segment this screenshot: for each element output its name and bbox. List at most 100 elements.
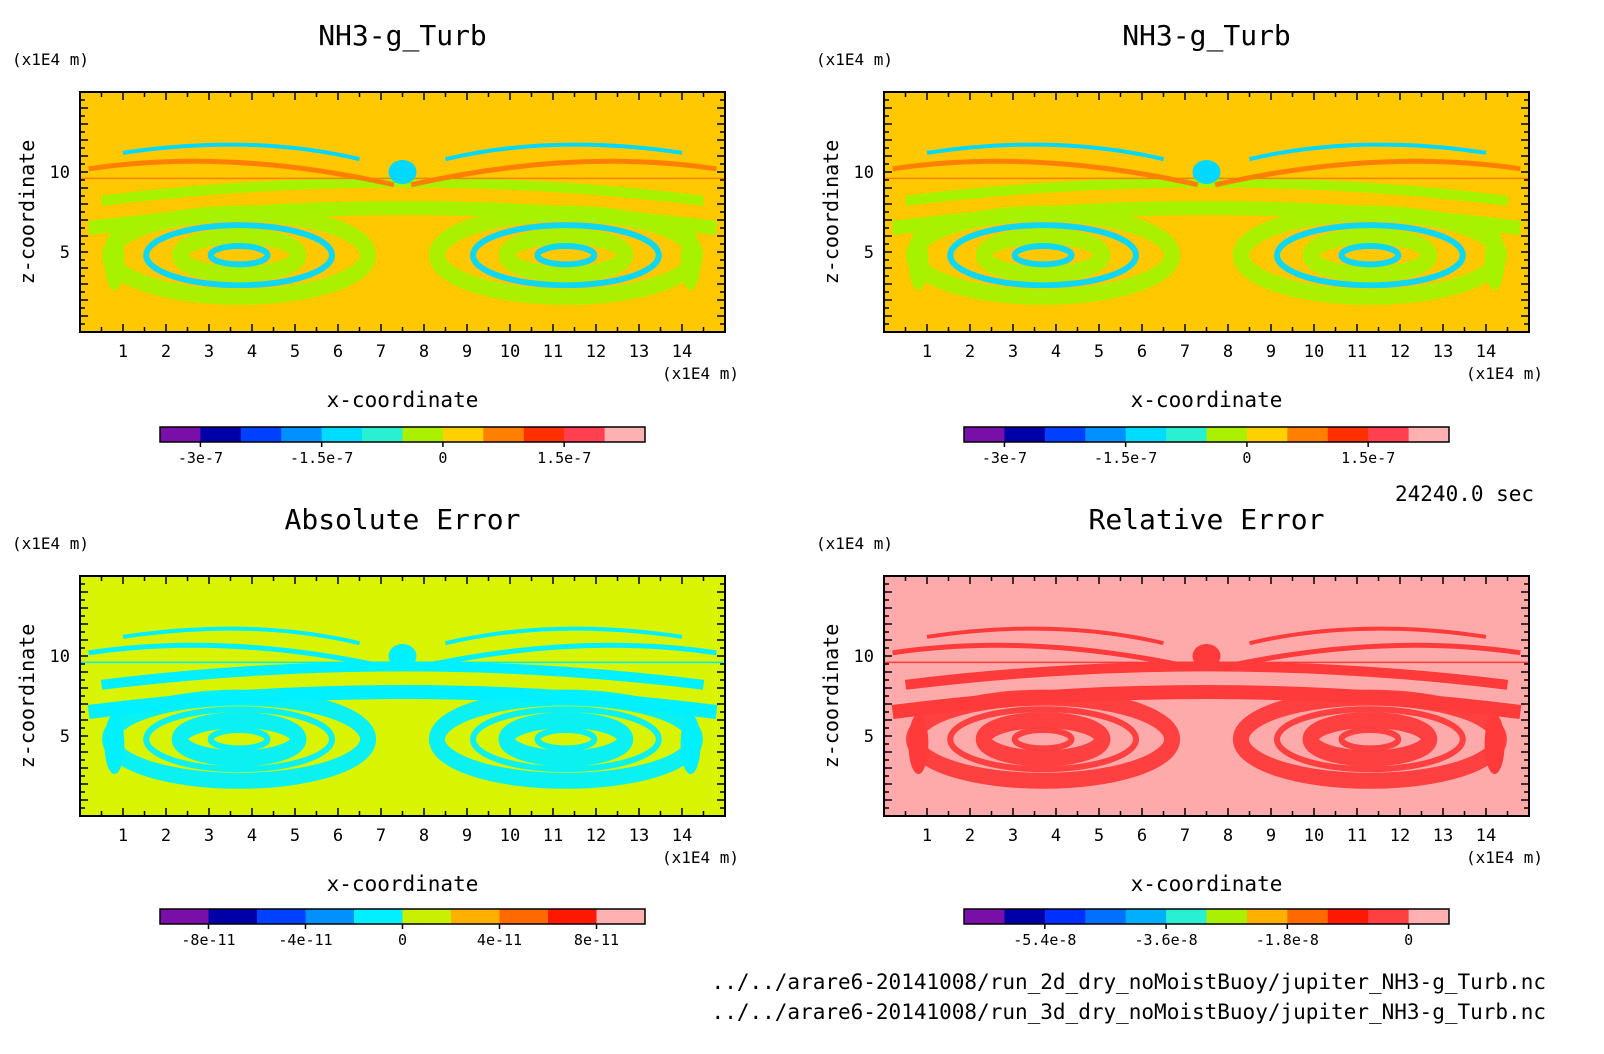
vortex-band xyxy=(1338,727,1402,752)
x-tick-label: 5 xyxy=(1094,342,1104,362)
colorbar-segment xyxy=(1287,909,1329,924)
x-unit-label: (x1E4 m) xyxy=(662,364,739,383)
colorbar-frame xyxy=(963,908,1450,925)
colorbar-segment xyxy=(160,909,209,924)
x-tick-label: 4 xyxy=(247,826,257,846)
field-top-layer xyxy=(80,576,725,616)
vortex-band xyxy=(1274,222,1466,289)
colorbar-segment xyxy=(1166,427,1207,442)
side-structure xyxy=(1484,714,1505,774)
upper-streak xyxy=(1249,626,1487,646)
side-structure xyxy=(908,714,929,774)
colorbar-tick-label: -3e-7 xyxy=(178,449,223,467)
arch-band xyxy=(891,201,1522,235)
x-tick-label: 5 xyxy=(290,826,300,846)
field-top-layer xyxy=(884,576,1529,616)
upper-streak xyxy=(445,626,683,646)
colorbar-segment xyxy=(1327,909,1369,924)
heatmap-field xyxy=(80,92,725,332)
y-tick-label: 5 xyxy=(864,727,874,747)
y-tick-label: 5 xyxy=(60,727,70,747)
vortex-band xyxy=(470,706,662,773)
vortex-band xyxy=(498,712,634,767)
y-tick-label: 10 xyxy=(854,647,874,667)
x-tick-label: 7 xyxy=(376,826,386,846)
x-tick-label: 14 xyxy=(672,826,692,846)
side-structure xyxy=(104,714,125,774)
footer-file-3d: ../../arare6-20141008/run_3d_dry_noMoist… xyxy=(711,1000,1546,1024)
vortex-band xyxy=(171,712,307,767)
x-tick-label: 14 xyxy=(1476,342,1496,362)
colorbar-tick-label: 0 xyxy=(1404,931,1413,949)
vortex-band xyxy=(975,712,1111,767)
x-tick-label: 12 xyxy=(1390,342,1410,362)
colorbar-segment xyxy=(451,909,500,924)
upper-streak xyxy=(926,626,1164,646)
side-structure xyxy=(908,230,929,290)
x-tick-label: 5 xyxy=(1094,826,1104,846)
colorbar-segment xyxy=(523,427,565,442)
vortex-band xyxy=(947,222,1139,289)
x-tick-label: 14 xyxy=(672,342,692,362)
side-structure xyxy=(680,714,701,774)
side-structure xyxy=(680,230,701,290)
colorbar-segment xyxy=(1125,427,1167,442)
x-tick-label: 11 xyxy=(543,342,563,362)
x-tick-label: 4 xyxy=(247,342,257,362)
x-tick-label: 8 xyxy=(419,342,429,362)
chart-title: Relative Error xyxy=(1088,503,1324,536)
x-tick-label: 1 xyxy=(118,342,128,362)
x-tick-label: 1 xyxy=(118,826,128,846)
x-tick-label: 7 xyxy=(1180,826,1190,846)
x-tick-label: 8 xyxy=(1223,342,1233,362)
colorbar-segment xyxy=(548,909,597,924)
x-tick-label: 14 xyxy=(1476,826,1496,846)
y-tick-label: 10 xyxy=(50,647,70,667)
x-axis-label: x-coordinate xyxy=(1131,872,1283,896)
chart-title: NH3-g_Turb xyxy=(1122,19,1291,53)
heatmap-field xyxy=(884,576,1529,816)
x-tick-label: 5 xyxy=(290,342,300,362)
central-column xyxy=(1189,236,1224,332)
heatmap-field xyxy=(80,576,725,816)
upper-streak xyxy=(88,642,395,672)
colorbar-tick-label: -3e-7 xyxy=(982,449,1027,467)
x-tick-label: 9 xyxy=(1266,342,1276,362)
x-tick-label: 13 xyxy=(1433,342,1453,362)
colorbar-segment xyxy=(1206,909,1248,924)
colorbar-tick-label: 8e-11 xyxy=(574,931,619,949)
arch-band xyxy=(891,685,1522,719)
colorbar-segment xyxy=(1246,909,1288,924)
y-unit-label: (x1E4 m) xyxy=(816,534,893,553)
central-plume xyxy=(1192,160,1221,184)
colorbar-segment xyxy=(1206,427,1248,442)
central-plume xyxy=(1192,644,1221,668)
vortex-band xyxy=(975,228,1111,283)
colorbar-segment xyxy=(1287,427,1329,442)
vortex-band xyxy=(470,222,662,289)
colorbar-tick-label: -1.5e-7 xyxy=(290,449,353,467)
central-column xyxy=(385,720,420,816)
x-tick-label: 7 xyxy=(376,342,386,362)
x-tick-label: 12 xyxy=(586,826,606,846)
side-structure xyxy=(104,230,125,290)
colorbar-segment xyxy=(305,909,355,924)
colorbar-tick-label: 4e-11 xyxy=(477,931,522,949)
colorbar-segment xyxy=(1085,427,1127,442)
central-plume xyxy=(388,160,417,184)
x-tick-label: 10 xyxy=(1304,826,1324,846)
upper-streak xyxy=(1249,142,1487,162)
upper-streak xyxy=(410,158,717,188)
colorbar-segment xyxy=(1044,427,1086,442)
upper-streak xyxy=(926,142,1164,162)
vortex-band xyxy=(143,222,335,289)
colorbar-segment xyxy=(160,427,201,442)
y-axis-label: z-coordinate xyxy=(819,624,843,769)
x-tick-label: 9 xyxy=(462,342,472,362)
vortex-band xyxy=(1302,712,1438,767)
x-tick-label: 7 xyxy=(1180,342,1190,362)
y-unit-label: (x1E4 m) xyxy=(816,50,893,69)
colorbar-segment xyxy=(240,427,282,442)
colorbar-tick-label: 0 xyxy=(398,931,407,949)
